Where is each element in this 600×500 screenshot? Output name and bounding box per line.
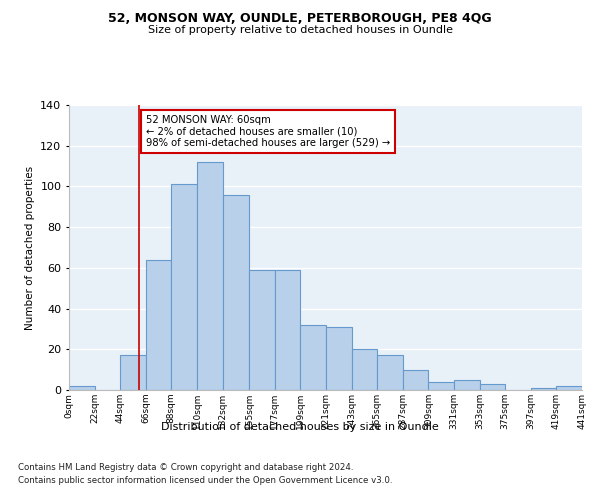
Bar [172, 184, 197, 390]
Bar [197, 162, 223, 390]
Bar [556, 386, 582, 390]
Text: Contains HM Land Registry data © Crown copyright and database right 2024.: Contains HM Land Registry data © Crown c… [18, 462, 353, 471]
Bar [531, 388, 556, 390]
Text: Contains public sector information licensed under the Open Government Licence v3: Contains public sector information licen… [18, 476, 392, 485]
Bar [120, 356, 146, 390]
Bar [69, 386, 95, 390]
Bar [146, 260, 172, 390]
Y-axis label: Number of detached properties: Number of detached properties [25, 166, 35, 330]
Bar [454, 380, 479, 390]
Text: Distribution of detached houses by size in Oundle: Distribution of detached houses by size … [161, 422, 439, 432]
Text: 52 MONSON WAY: 60sqm
← 2% of detached houses are smaller (10)
98% of semi-detach: 52 MONSON WAY: 60sqm ← 2% of detached ho… [146, 115, 390, 148]
Bar [428, 382, 454, 390]
Bar [326, 327, 352, 390]
Text: Size of property relative to detached houses in Oundle: Size of property relative to detached ho… [148, 25, 452, 35]
Bar [377, 356, 403, 390]
Bar [403, 370, 428, 390]
Bar [250, 270, 275, 390]
Bar [352, 350, 377, 390]
Bar [479, 384, 505, 390]
Bar [223, 194, 250, 390]
Bar [301, 325, 326, 390]
Bar [275, 270, 301, 390]
Text: 52, MONSON WAY, OUNDLE, PETERBOROUGH, PE8 4QG: 52, MONSON WAY, OUNDLE, PETERBOROUGH, PE… [108, 12, 492, 26]
